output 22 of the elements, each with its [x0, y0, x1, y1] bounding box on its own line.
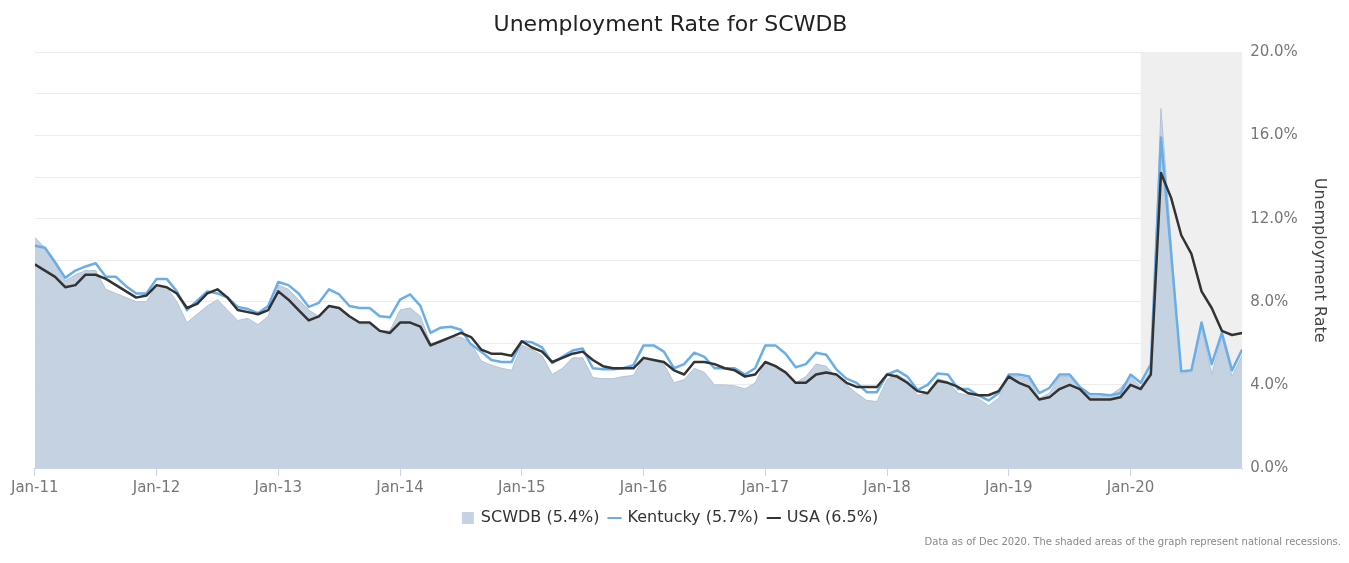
x-tick-label: Jan-11	[10, 477, 59, 496]
x-tick-label: Jan-15	[496, 477, 546, 496]
x-tick-label: Jan-17	[740, 477, 790, 496]
legend-label: Kentucky (5.7%)	[627, 507, 759, 527]
x-tick-label: Jan-20	[1105, 477, 1155, 496]
y-tick-label: 0.0%	[1250, 457, 1289, 476]
x-tick-label: Jan-14	[375, 477, 424, 496]
y-tick-label: 8.0%	[1250, 291, 1289, 310]
y-axis-title: Unemployment Rate	[1311, 177, 1331, 343]
chart-title: Unemployment Rate for SCWDB	[493, 10, 848, 36]
y-tick-label: 4.0%	[1250, 374, 1289, 393]
x-tick-label: Jan-19	[983, 477, 1033, 496]
y-tick-label: 12.0%	[1250, 208, 1298, 227]
y-tick-label: 16.0%	[1250, 125, 1298, 144]
legend-label: USA (6.5%)	[786, 507, 879, 527]
x-tick-label: Jan-12	[131, 477, 181, 496]
x-tick-label: Jan-13	[253, 477, 303, 496]
y-tick-label: 20.0%	[1250, 42, 1298, 61]
text: Data as of Dec 2020. The shaded areas of the graph represent national recessions.	[923, 536, 1341, 547]
x-tick-label: Jan-16	[618, 477, 668, 496]
x-tick-label: Jan-18	[862, 477, 911, 496]
legend-label: SCWDB (5.4%)	[480, 507, 600, 527]
